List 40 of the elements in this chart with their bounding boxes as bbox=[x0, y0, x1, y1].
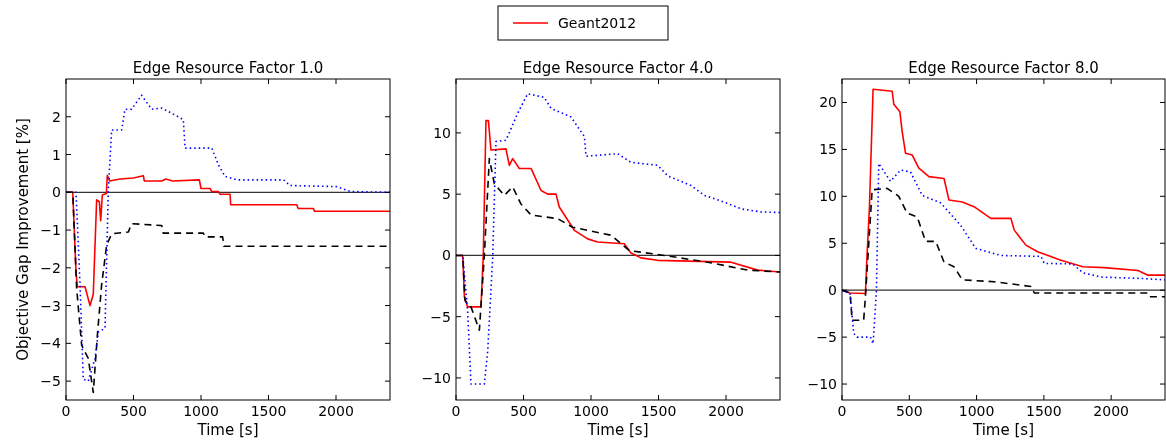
y-tick-label: −2 bbox=[40, 259, 61, 276]
y-tick-label: −10 bbox=[807, 376, 837, 393]
y-tick-label: −1 bbox=[40, 222, 61, 239]
y-tick-label: 10 bbox=[819, 188, 837, 205]
y-tick-label: −5 bbox=[816, 329, 837, 346]
y-tick-label: 20 bbox=[819, 94, 837, 111]
x-tick-label: 2000 bbox=[318, 403, 354, 419]
x-tick-label: 1000 bbox=[573, 403, 609, 419]
x-tick-label: 1500 bbox=[640, 403, 677, 419]
y-tick-label: −5 bbox=[40, 373, 61, 390]
y-tick-label: 0 bbox=[828, 282, 837, 299]
y-tick-label: 10 bbox=[433, 124, 451, 141]
x-tick-label: 1500 bbox=[250, 403, 287, 419]
y-tick-label: 0 bbox=[52, 184, 61, 201]
y-tick-label: −3 bbox=[40, 297, 61, 314]
x-axis-title: Time [s] bbox=[972, 421, 1034, 439]
legend-label: Geant2012 bbox=[558, 15, 637, 31]
x-tick-label: 2000 bbox=[708, 403, 744, 419]
y-tick-label: −5 bbox=[430, 308, 451, 325]
x-tick-label: 500 bbox=[895, 403, 923, 419]
chart-title: Edge Resource Factor 4.0 bbox=[522, 59, 714, 77]
y-tick-label: 5 bbox=[828, 235, 837, 252]
x-tick-label: 500 bbox=[120, 403, 147, 419]
chart-title: Edge Resource Factor 8.0 bbox=[908, 59, 1099, 77]
x-tick-label: 1000 bbox=[958, 403, 995, 419]
x-axis-title: Time [s] bbox=[196, 421, 259, 439]
y-tick-label: −4 bbox=[40, 335, 62, 352]
y-tick-label: 2 bbox=[52, 108, 61, 125]
y-tick-label: 5 bbox=[442, 186, 451, 203]
y-axis-title: Objective Gap Improvement [%] bbox=[14, 118, 32, 361]
y-tick-label: −10 bbox=[421, 369, 451, 386]
y-tick-label: 15 bbox=[819, 141, 837, 158]
x-tick-label: 1000 bbox=[183, 403, 219, 419]
x-tick-label: 2000 bbox=[1093, 403, 1129, 419]
y-tick-label: 0 bbox=[442, 247, 451, 264]
chart-title: Edge Resource Factor 1.0 bbox=[132, 59, 324, 77]
x-tick-label: 1500 bbox=[1026, 403, 1062, 419]
x-tick-label: 500 bbox=[510, 403, 537, 419]
y-tick-label: 1 bbox=[52, 146, 61, 163]
x-axis-title: Time [s] bbox=[586, 421, 649, 439]
